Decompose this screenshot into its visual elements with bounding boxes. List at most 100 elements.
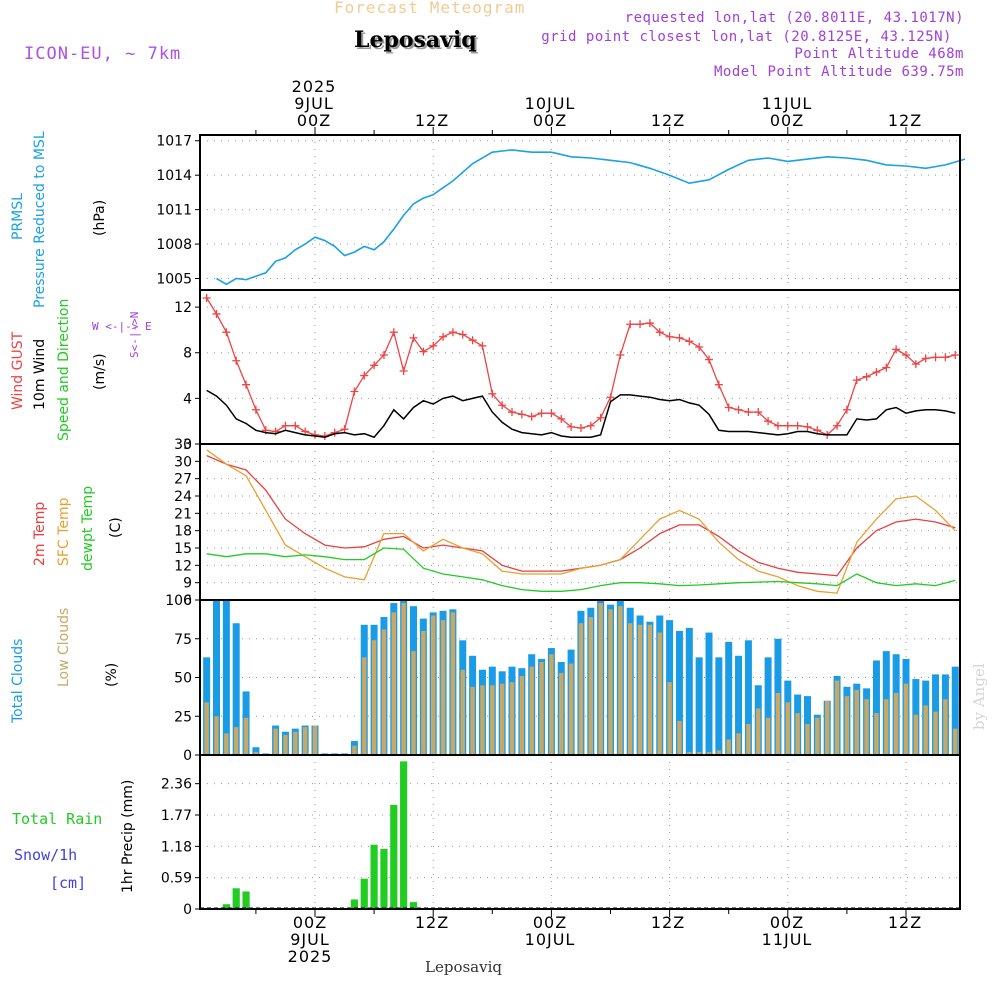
y-tick-label: 4 bbox=[183, 391, 192, 407]
low-cloud-bar bbox=[371, 640, 377, 755]
y-tick-label: 12 bbox=[174, 300, 192, 316]
compass-ew-hint: W <-|-> E bbox=[92, 320, 152, 333]
gust-marker bbox=[508, 408, 516, 417]
model-point-altitude: Model Point Altitude 639.75m bbox=[713, 64, 964, 80]
bottom-axis-label: 00Z 11JUL bbox=[761, 913, 813, 949]
y-tick-label: 30 bbox=[174, 454, 192, 470]
gust-marker bbox=[852, 376, 861, 385]
low-cloud-bar bbox=[243, 717, 249, 755]
total-cloud-bar bbox=[715, 657, 723, 755]
gust-marker bbox=[360, 371, 369, 380]
snow-label: Snow/1h bbox=[14, 846, 78, 864]
total-rain-label: Total Rain bbox=[12, 810, 103, 828]
low-cloud-bar bbox=[844, 696, 850, 755]
low-cloud-bar bbox=[608, 609, 613, 755]
gust-marker bbox=[429, 341, 438, 350]
bottom-axis-label: 12Z bbox=[414, 913, 450, 932]
temp-sfc-line bbox=[206, 449, 956, 594]
gust-marker bbox=[902, 351, 910, 360]
y-tick-label: 33 bbox=[174, 437, 192, 453]
top-axis-label: 11JUL 00Z bbox=[761, 94, 813, 130]
y-tick-label: 27 bbox=[174, 472, 192, 488]
total-cloud-bar bbox=[735, 655, 743, 755]
y-tick-label: 1017 bbox=[156, 134, 192, 150]
gust-marker bbox=[222, 328, 231, 337]
gust-marker bbox=[576, 424, 585, 433]
low-cloud-bar bbox=[509, 682, 515, 755]
gust-marker bbox=[242, 380, 251, 389]
low-cloud-bar bbox=[234, 727, 239, 755]
bottom-place-name: Leposaviq bbox=[425, 958, 502, 976]
low-cloud-bar bbox=[519, 675, 525, 755]
low-cloud-bar bbox=[923, 705, 928, 755]
gust-marker bbox=[301, 427, 310, 436]
low-cloud-bar bbox=[204, 702, 209, 755]
temp-dewpt-line bbox=[206, 547, 956, 592]
low-cloud-bar bbox=[913, 714, 919, 755]
low-cloud-bar bbox=[559, 672, 564, 755]
rain-bar bbox=[370, 844, 378, 909]
y-tick-label: 1.18 bbox=[161, 839, 192, 855]
rain-bar bbox=[242, 891, 250, 909]
low-cloud-bar bbox=[539, 662, 544, 755]
point-altitude: Point Altitude 468m bbox=[794, 46, 964, 62]
low-cloud-bar bbox=[440, 620, 446, 755]
requested-coords: requested lon,lat (20.8011E, 43.1017N) bbox=[624, 10, 964, 26]
low-cloud-bar bbox=[450, 612, 456, 755]
gust-marker bbox=[557, 414, 566, 423]
low-cloud-bar bbox=[460, 669, 465, 755]
y-tick-label: 18 bbox=[174, 524, 192, 540]
y-tick-label: 6 bbox=[183, 593, 192, 609]
gust-marker bbox=[931, 353, 940, 362]
gust-marker bbox=[636, 320, 645, 329]
low-cloud-bar bbox=[746, 724, 751, 755]
y-tick-label: 1008 bbox=[156, 237, 192, 253]
total-cloud-bar bbox=[232, 623, 240, 755]
gust-marker bbox=[724, 403, 733, 412]
low-cloud-bar bbox=[529, 666, 534, 755]
low-cloud-bar bbox=[499, 683, 505, 755]
gust-marker bbox=[626, 320, 635, 329]
low-cloud-bar bbox=[864, 699, 869, 755]
gust-marker bbox=[606, 393, 615, 402]
total-cloud-bar bbox=[252, 747, 260, 755]
gust-marker bbox=[330, 428, 339, 437]
gust-marker bbox=[872, 368, 881, 377]
pressure-line bbox=[216, 149, 966, 286]
top-axis-label: 10JUL 00Z bbox=[524, 94, 576, 130]
y-tick-label: 25 bbox=[174, 709, 192, 725]
low-cloud-bar bbox=[480, 685, 485, 755]
low-cloud-bar bbox=[805, 724, 810, 755]
gust-marker bbox=[537, 409, 546, 418]
total-cloud-bar bbox=[951, 666, 959, 755]
gust-marker bbox=[695, 343, 704, 352]
gust-marker bbox=[212, 309, 221, 318]
low-cloud-bar bbox=[775, 693, 781, 755]
gust-marker bbox=[862, 372, 871, 381]
low-cloud-bar bbox=[667, 682, 672, 755]
low-cloud-bar bbox=[470, 686, 475, 755]
low-cloud-bar bbox=[726, 739, 731, 755]
low-cloud-bar bbox=[687, 751, 692, 755]
y-tick-label: 0 bbox=[183, 748, 192, 764]
gust-marker bbox=[951, 351, 960, 360]
y-tick-label: 0 bbox=[183, 902, 192, 918]
gust-marker bbox=[350, 387, 359, 396]
gust-marker bbox=[498, 401, 507, 410]
top-axis-label: 2025 9JUL 00Z bbox=[291, 77, 337, 130]
gust-marker bbox=[793, 421, 802, 430]
total-cloud-bar bbox=[705, 632, 713, 755]
rain-bar bbox=[232, 888, 240, 909]
low-cloud-bar bbox=[943, 699, 948, 755]
gust-marker bbox=[419, 347, 428, 356]
gust-marker bbox=[311, 430, 319, 439]
total-cloud-bar bbox=[222, 600, 230, 755]
low-cloud-bar bbox=[647, 624, 653, 755]
gust-marker bbox=[803, 422, 812, 431]
low-cloud-bar bbox=[706, 751, 712, 755]
gust-marker bbox=[714, 380, 723, 389]
gust-marker bbox=[833, 421, 842, 430]
y-tick-label: 1014 bbox=[156, 168, 192, 184]
rain-bar bbox=[350, 899, 358, 909]
gust-marker bbox=[567, 422, 576, 431]
